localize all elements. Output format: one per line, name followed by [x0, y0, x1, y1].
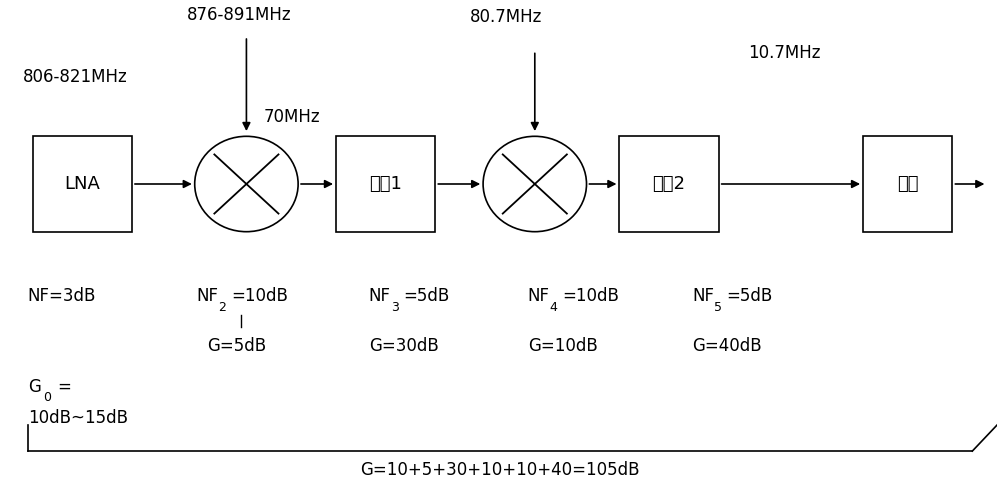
Text: G=30dB: G=30dB — [369, 337, 438, 355]
Bar — [863, 136, 952, 232]
Text: 806-821MHz: 806-821MHz — [23, 68, 127, 86]
Text: 中放2: 中放2 — [653, 175, 686, 193]
Text: NF=3dB: NF=3dB — [28, 287, 96, 305]
Text: G=10+5+30+10+10+40=105dB: G=10+5+30+10+10+40=105dB — [360, 461, 640, 479]
Text: =: = — [57, 378, 71, 396]
Text: NF: NF — [197, 287, 219, 305]
Bar — [619, 136, 719, 232]
Text: =10dB: =10dB — [563, 287, 620, 305]
Text: G=10dB: G=10dB — [528, 337, 598, 355]
Text: LNA: LNA — [64, 175, 100, 193]
Text: 2: 2 — [219, 302, 226, 315]
Text: 5: 5 — [714, 302, 722, 315]
Text: 3: 3 — [391, 302, 398, 315]
Text: 80.7MHz: 80.7MHz — [470, 8, 543, 26]
Text: =5dB: =5dB — [404, 287, 450, 305]
Text: 中放1: 中放1 — [369, 175, 402, 193]
Text: NF: NF — [528, 287, 550, 305]
Text: =10dB: =10dB — [232, 287, 288, 305]
Text: 解调: 解调 — [897, 175, 918, 193]
Text: G: G — [28, 378, 41, 396]
Text: 10.7MHz: 10.7MHz — [749, 44, 821, 62]
Text: NF: NF — [369, 287, 391, 305]
Bar — [33, 136, 132, 232]
Text: 0: 0 — [44, 391, 52, 404]
Text: 70MHz: 70MHz — [263, 108, 320, 126]
Ellipse shape — [195, 136, 298, 232]
Ellipse shape — [483, 136, 587, 232]
Text: =5dB: =5dB — [727, 287, 773, 305]
Text: 4: 4 — [550, 302, 558, 315]
Text: G=5dB: G=5dB — [207, 337, 266, 355]
Text: G=40dB: G=40dB — [692, 337, 762, 355]
Text: NF: NF — [692, 287, 714, 305]
Bar — [336, 136, 435, 232]
Text: 10dB~15dB: 10dB~15dB — [28, 408, 128, 427]
Text: 876-891MHz: 876-891MHz — [187, 6, 291, 24]
